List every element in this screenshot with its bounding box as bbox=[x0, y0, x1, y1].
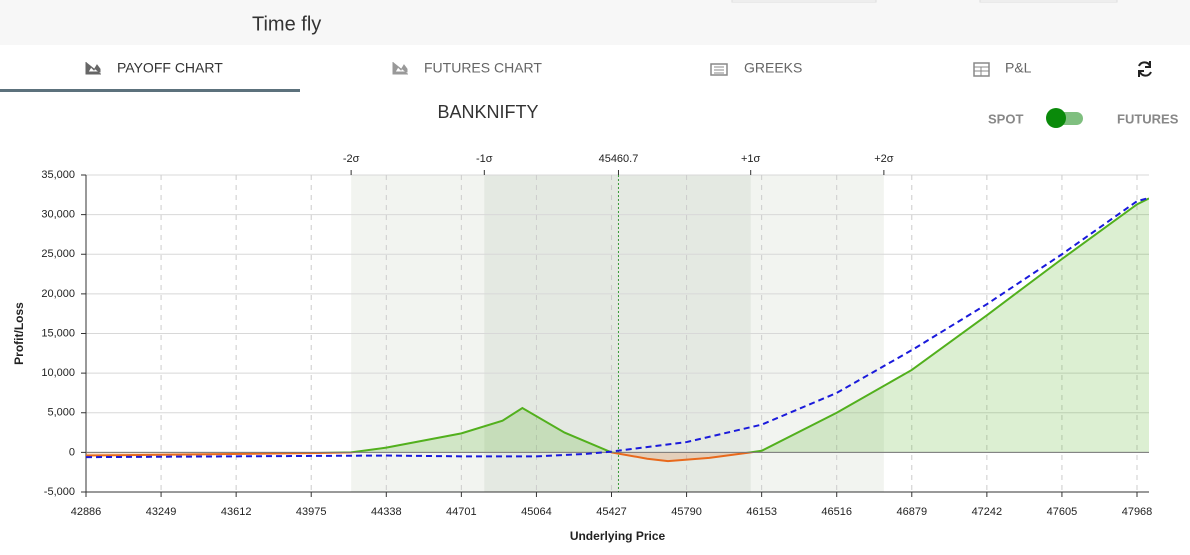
refresh-button[interactable] bbox=[1138, 61, 1152, 77]
tab-label[interactable]: GREEKS bbox=[744, 60, 802, 76]
x-tick-label: 45427 bbox=[596, 506, 627, 518]
x-tick-label: 44701 bbox=[446, 506, 477, 518]
y-tick-label: 25,000 bbox=[41, 248, 75, 260]
tab[interactable]: FUTURES CHART bbox=[392, 60, 542, 76]
x-tick-label: 46879 bbox=[896, 506, 927, 518]
top-tick-label: -2σ bbox=[343, 153, 360, 165]
tab-label[interactable]: P&L bbox=[1005, 60, 1032, 76]
toggle-label[interactable]: SPOT bbox=[988, 111, 1023, 126]
x-tick-label: 45064 bbox=[521, 506, 552, 518]
x-tick-label: 43975 bbox=[296, 506, 327, 518]
chart-title: BANKNIFTY bbox=[437, 102, 538, 122]
header-button[interactable] bbox=[731, 0, 877, 3]
header-button[interactable] bbox=[979, 0, 1118, 3]
x-tick-label: 42886 bbox=[71, 506, 102, 518]
active-tab-indicator bbox=[0, 89, 300, 92]
tab[interactable]: P&L bbox=[973, 60, 1032, 77]
top-tick-label: +1σ bbox=[741, 153, 761, 165]
x-tick-label: 47605 bbox=[1047, 506, 1078, 518]
x-tick-label: 46516 bbox=[821, 506, 852, 518]
top-tick-label: +2σ bbox=[874, 153, 894, 165]
loss-area bbox=[86, 452, 1149, 462]
x-tick-label: 47242 bbox=[972, 506, 1003, 518]
x-tick-label: 43249 bbox=[146, 506, 177, 518]
x-tick-label: 47968 bbox=[1122, 506, 1153, 518]
payoff-line-loss bbox=[86, 452, 758, 463]
y-tick-label: 0 bbox=[69, 446, 75, 458]
y-tick-label: 30,000 bbox=[41, 209, 75, 221]
toggle-label[interactable]: FUTURES bbox=[1117, 111, 1179, 126]
y-axis-label: Profit/Loss bbox=[12, 302, 26, 365]
series-line bbox=[85, 197, 1150, 459]
x-tick-label: 43612 bbox=[221, 506, 252, 518]
profit-area bbox=[86, 198, 1149, 453]
x-axis-label: Underlying Price bbox=[570, 529, 666, 543]
x-tick-label: 44338 bbox=[371, 506, 402, 518]
toggle-thumb[interactable] bbox=[1046, 108, 1066, 128]
payoff-line-profit bbox=[291, 197, 1149, 453]
header-bar bbox=[0, 0, 1190, 45]
header-title: Time fly bbox=[252, 13, 321, 35]
y-tick-label: 35,000 bbox=[41, 169, 75, 181]
y-tick-label: 20,000 bbox=[41, 288, 75, 300]
tab[interactable]: PAYOFF CHART bbox=[85, 60, 223, 76]
x-tick-label: 45790 bbox=[671, 506, 702, 518]
top-tick-label: 45460.7 bbox=[599, 153, 639, 165]
x-tick-label: 46153 bbox=[746, 506, 777, 518]
tab[interactable]: GREEKS bbox=[710, 60, 802, 76]
tab-label[interactable]: PAYOFF CHART bbox=[117, 60, 223, 76]
plot: -5,000 0 5,000 10,000 15,000 20,000 25,000 30,0… bbox=[12, 153, 1152, 543]
y-tick-label: 5,000 bbox=[47, 407, 75, 419]
tab-label[interactable]: FUTURES CHART bbox=[424, 60, 542, 76]
y-tick-label: 10,000 bbox=[41, 367, 75, 379]
y-tick-label: -5,000 bbox=[44, 486, 75, 498]
top-tick-label: -1σ bbox=[476, 153, 493, 165]
y-tick-label: 15,000 bbox=[41, 327, 75, 339]
